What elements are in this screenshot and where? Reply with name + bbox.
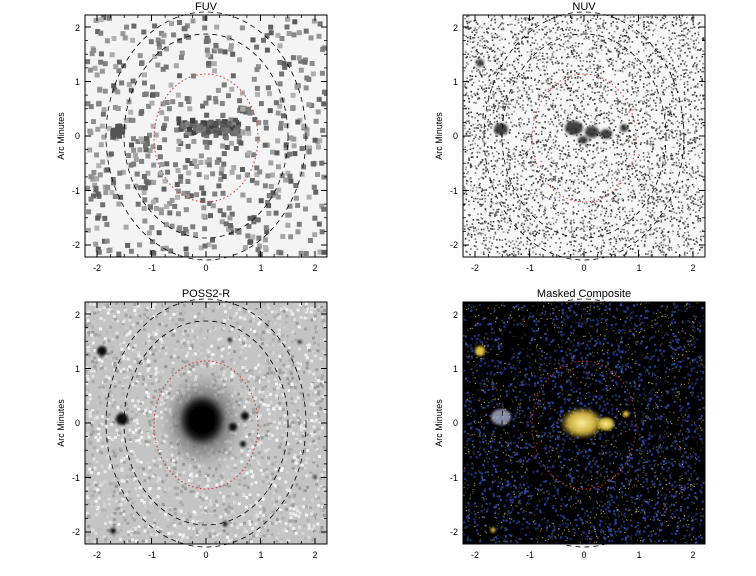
y-tick-label: 1 [75, 364, 80, 374]
x-tick-label: -1 [526, 550, 534, 560]
axis-ticks [463, 302, 705, 544]
panel-fuv: FUV -2 -1 0 1 2 2 1 0 -1 -2 Arc Minutes [56, 1, 328, 273]
y-tick-label: -1 [450, 473, 458, 483]
aperture-ellipses [105, 298, 307, 548]
x-tick-label: 2 [312, 263, 317, 273]
outer-aperture-ellipse [501, 320, 667, 526]
x-tick-label: 1 [636, 263, 641, 273]
x-tick-label: 1 [258, 263, 263, 273]
y-tick-label: 1 [453, 77, 458, 87]
panel-nuv: NUV -2 -1 0 1 2 2 1 0 -1 -2 Arc Minutes [434, 1, 706, 273]
y-tick-label: -1 [72, 186, 80, 196]
y-tick-label: 0 [453, 131, 458, 141]
x-tick-label: -2 [471, 263, 479, 273]
y-tick-label: -2 [72, 240, 80, 250]
x-tick-label: -1 [526, 263, 534, 273]
panel-title: NUV [572, 1, 596, 13]
x-tick-label: 1 [258, 550, 263, 560]
y-axis-label: Arc Minutes [56, 399, 66, 447]
y-tick-label: -2 [450, 527, 458, 537]
axis-ticks [85, 15, 327, 257]
y-tick-label: 1 [75, 77, 80, 87]
inner-aperture-ellipse [153, 360, 259, 490]
y-axis-label: Arc Minutes [434, 112, 444, 160]
panel-composite: Masked Composite -2 -1 0 1 2 2 1 0 -1 -2… [434, 288, 706, 560]
panel-title: FUV [195, 1, 218, 13]
image-content [85, 15, 327, 257]
y-axis-label: Arc Minutes [434, 399, 444, 447]
outer-aperture-ellipse [105, 11, 307, 261]
x-tick-label: -1 [148, 550, 156, 560]
x-tick-label: 0 [581, 550, 586, 560]
outer-aperture-ellipse [123, 33, 289, 239]
y-tick-label: -1 [450, 186, 458, 196]
y-tick-label: -2 [450, 240, 458, 250]
image-content [463, 302, 705, 545]
y-tick-label: 2 [453, 23, 458, 33]
y-tick-label: 2 [75, 310, 80, 320]
outer-aperture-ellipse [483, 11, 685, 261]
y-tick-label: -1 [72, 473, 80, 483]
outer-aperture-ellipse [123, 320, 289, 526]
outer-aperture-ellipse [105, 298, 307, 548]
inner-aperture-ellipse [531, 360, 637, 490]
panel-poss2r: POSS2-R -2 -1 0 1 2 2 1 0 -1 -2 Arc Minu… [56, 288, 328, 560]
inner-aperture-ellipse [153, 73, 259, 203]
y-tick-label: 0 [75, 131, 80, 141]
y-axis-label: Arc Minutes [56, 112, 66, 160]
y-tick-label: 0 [75, 418, 80, 428]
image-content [85, 302, 327, 544]
aperture-ellipses [483, 11, 685, 261]
x-tick-label: 0 [203, 263, 208, 273]
outer-aperture-ellipse [483, 298, 685, 548]
panel-title: Masked Composite [537, 288, 631, 300]
x-tick-label: -2 [93, 263, 101, 273]
x-tick-label: 0 [581, 263, 586, 273]
y-tick-label: 1 [453, 364, 458, 374]
x-tick-label: -2 [93, 550, 101, 560]
x-tick-label: 0 [203, 550, 208, 560]
y-tick-label: 2 [453, 310, 458, 320]
aperture-ellipses [483, 298, 685, 548]
axis-ticks [85, 302, 327, 544]
y-tick-label: 2 [75, 23, 80, 33]
x-tick-label: 2 [690, 263, 695, 273]
x-tick-label: 2 [690, 550, 695, 560]
axis-ticks [463, 15, 705, 257]
image-content [463, 15, 705, 257]
x-tick-label: 1 [636, 550, 641, 560]
x-tick-label: -2 [471, 550, 479, 560]
outer-aperture-ellipse [501, 33, 667, 239]
y-tick-label: 0 [453, 418, 458, 428]
x-tick-label: -1 [148, 263, 156, 273]
inner-aperture-ellipse [531, 73, 637, 203]
panel-title: POSS2-R [182, 288, 230, 300]
aperture-ellipses [105, 11, 307, 261]
y-tick-label: -2 [72, 527, 80, 537]
x-tick-label: 2 [312, 550, 317, 560]
